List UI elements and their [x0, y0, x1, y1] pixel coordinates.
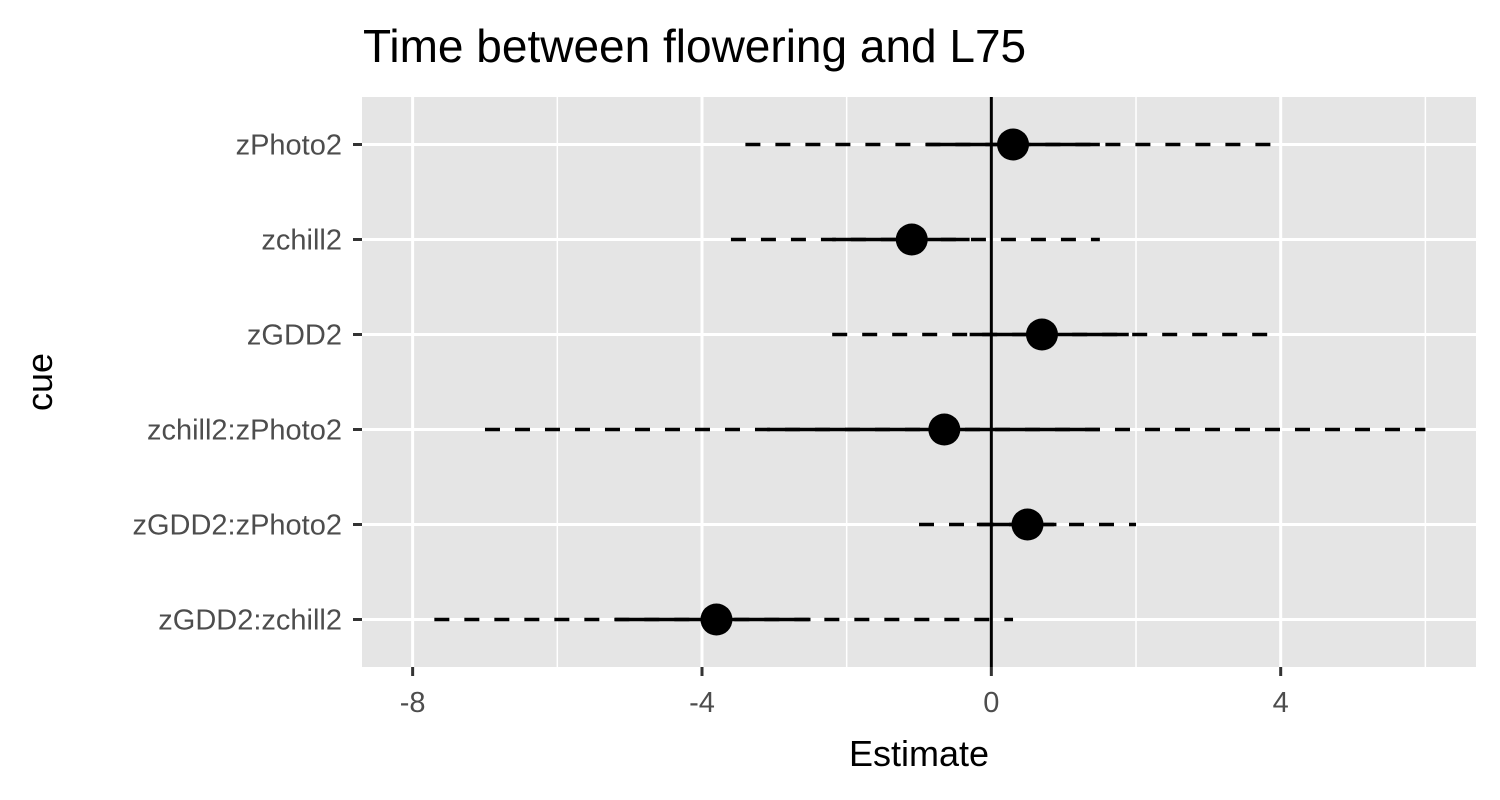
- estimate-point: [895, 223, 928, 256]
- y-tick-label: zGDD2:zchill2: [158, 605, 342, 637]
- x-tick-label: 0: [983, 687, 999, 719]
- y-tick-label: zGDD2: [247, 320, 342, 352]
- x-tick-label: -4: [689, 687, 715, 719]
- marks: [434, 128, 1426, 636]
- x-tick-label: 4: [1273, 687, 1289, 719]
- x-tick-label: -8: [400, 687, 426, 719]
- x-axis-title: Estimate: [849, 733, 989, 774]
- y-tick-label: zchill2: [261, 225, 342, 257]
- estimate-point: [928, 413, 961, 446]
- y-tick-label: zPhoto2: [236, 130, 342, 162]
- estimate-point: [700, 603, 733, 636]
- estimate-point: [1011, 508, 1044, 541]
- y-tick-label: zGDD2:zPhoto2: [132, 510, 342, 542]
- chart-title: Time between flowering and L75: [363, 20, 1026, 72]
- estimate-point: [997, 128, 1030, 161]
- plot-panel: [362, 97, 1476, 667]
- y-tick-label: zchill2:zPhoto2: [147, 415, 342, 447]
- y-axis-title: cue: [19, 353, 60, 411]
- estimate-point: [1025, 318, 1058, 351]
- axes: -8 -4 0 4 zPhoto2 zchill2 zGDD2 zchill2:zPhoto2…: [132, 130, 1288, 720]
